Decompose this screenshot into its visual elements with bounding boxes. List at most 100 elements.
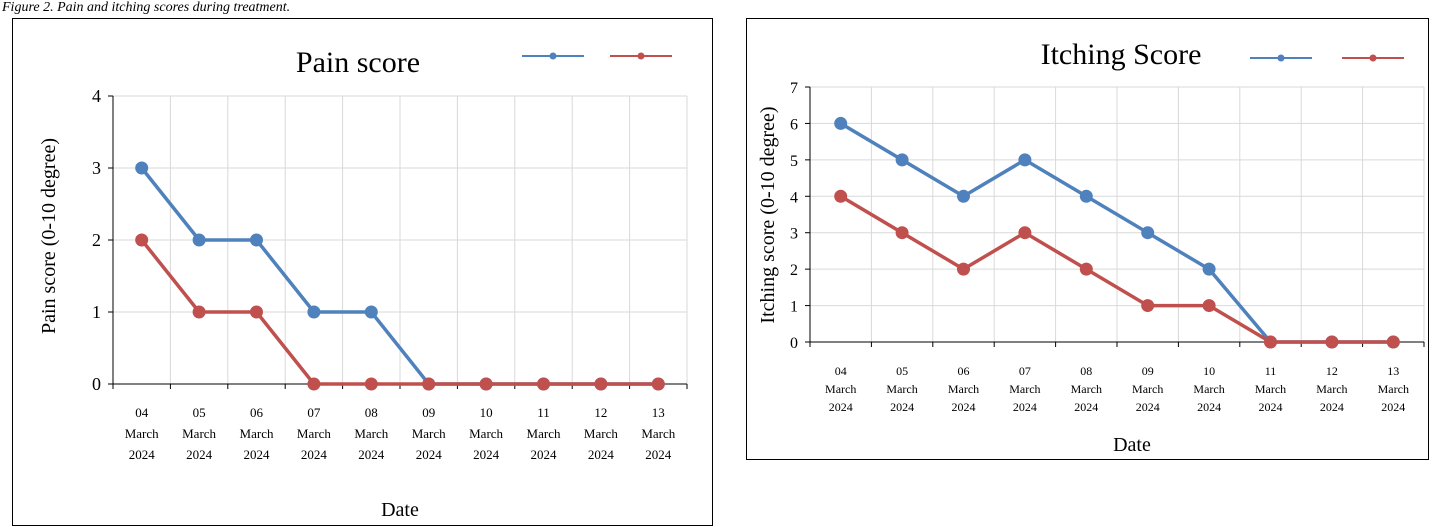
itch-series-2-point: [1141, 299, 1155, 313]
pain-x-tick-label: 2024: [416, 447, 443, 462]
itch-series-1-point: [1018, 153, 1032, 167]
itch-y-tick-label: 7: [790, 80, 798, 97]
itch-x-tick-label: 2024: [952, 400, 976, 414]
itch-series-2-point: [1079, 262, 1093, 276]
itch-x-tick-label: 07: [1019, 364, 1031, 378]
itch-x-tick-label: 09: [1142, 364, 1154, 378]
itch-x-tick-label: 2024: [1074, 400, 1098, 414]
itch-x-tick-label: 2024: [1197, 400, 1221, 414]
itch-y-tick-label: 3: [790, 226, 798, 243]
itch-x-tick-label: 12: [1326, 364, 1338, 378]
itch-x-tick-label: March: [1193, 382, 1224, 396]
itch-y-tick-label: 2: [790, 262, 798, 279]
itch-x-tick-label: 06: [958, 364, 970, 378]
itch-x-tick-label: 08: [1080, 364, 1092, 378]
pain-y-tick-label: 1: [92, 302, 101, 322]
itch-x-tick-label: 2024: [1136, 400, 1160, 414]
pain-series-2-point: [594, 377, 608, 391]
pain-series-1-point: [192, 233, 206, 247]
itch-x-tick-label: 2024: [1259, 400, 1283, 414]
pain-series-2-point: [192, 305, 206, 319]
itch-x-tick-label: 11: [1265, 364, 1277, 378]
itch-series-2-line: [839, 194, 1394, 344]
pain-x-tick-label: 2024: [244, 447, 271, 462]
itch-series-1-point: [834, 116, 848, 130]
itch-legend-marker-1: [1277, 54, 1285, 62]
pain-legend-marker-2: [637, 52, 645, 60]
pain-series-1-point: [307, 305, 321, 319]
itch-y-tick-label: 6: [790, 116, 798, 133]
pain-series-2-point: [135, 233, 149, 247]
pain-x-tick-label: March: [641, 426, 675, 441]
itch-x-tick-label: 2024: [829, 400, 853, 414]
pain-x-tick-label: 07: [307, 405, 321, 420]
itch-x-tick-label: 05: [896, 364, 908, 378]
itch-series-1-point: [1202, 262, 1216, 276]
pain-series-2-point: [250, 305, 263, 319]
pain-series-2-point: [364, 377, 378, 391]
itch-series-2-point: [895, 226, 909, 240]
pain-x-tick-label: March: [527, 426, 561, 441]
pain-x-tick-label: 12: [594, 405, 607, 420]
pain-title: Pain score: [296, 46, 420, 79]
pain-x-tick-label: March: [469, 426, 503, 441]
pain-x-tick-label: 2024: [531, 447, 558, 462]
pain-series-2-line: [140, 238, 659, 386]
pain-x-tick-label: 2024: [129, 447, 156, 462]
pain-x-axis-title: Date: [381, 499, 419, 521]
itching-score-chart-svg: 0123456704March202405March202406March202…: [757, 38, 1425, 456]
itch-y-tick-label: 4: [790, 189, 798, 206]
itch-x-tick-label: March: [948, 382, 979, 396]
itch-series-1-point: [1079, 189, 1093, 203]
pain-y-tick-label: 3: [92, 158, 101, 178]
pain-x-tick-label: March: [584, 426, 618, 441]
itch-series-1-point: [957, 189, 970, 203]
pain-series-2-point: [422, 377, 436, 391]
itch-series-2-point: [957, 262, 970, 276]
itch-x-tick-label: March: [1132, 382, 1163, 396]
itch-y-tick-label: 5: [790, 153, 798, 170]
itch-x-tick-label: 2024: [1013, 400, 1037, 414]
pain-x-tick-label: March: [354, 426, 388, 441]
itch-series-1-point: [895, 153, 909, 167]
itch-title: Itching Score: [1041, 38, 1202, 71]
itch-x-tick-label: 2024: [1381, 400, 1405, 414]
pain-x-tick-label: 2024: [645, 447, 672, 462]
itch-x-tick-label: March: [1378, 382, 1409, 396]
pain-x-tick-label: 08: [365, 405, 378, 420]
pain-x-tick-label: 04: [135, 405, 149, 420]
pain-y-axis-title: Pain score (0-10 degree): [38, 138, 60, 334]
pain-series-2-point: [537, 377, 550, 391]
pain-x-tick-label: March: [240, 426, 274, 441]
pain-x-tick-label: March: [297, 426, 331, 441]
itch-series-1-point: [1141, 226, 1155, 240]
pain-series-2-point: [307, 377, 321, 391]
pain-x-tick-label: 2024: [186, 447, 213, 462]
itch-x-tick-label: 04: [835, 364, 847, 378]
pain-x-tick-label: 11: [537, 405, 550, 420]
pain-x-tick-label: 10: [480, 405, 493, 420]
itch-y-tick-label: 1: [790, 299, 798, 316]
itch-legend-marker-2: [1369, 54, 1377, 62]
pain-series-1-point: [250, 233, 263, 247]
pain-series-1-point: [364, 305, 378, 319]
pain-x-tick-label: March: [182, 426, 216, 441]
pain-x-tick-label: March: [125, 426, 159, 441]
itch-x-tick-label: 13: [1387, 364, 1399, 378]
pain-x-tick-label: March: [412, 426, 446, 441]
pain-y-tick-label: 2: [92, 230, 101, 250]
pain-x-tick-label: 05: [193, 405, 206, 420]
pain-series-2-point: [479, 377, 493, 391]
itch-x-tick-label: 10: [1203, 364, 1215, 378]
itch-x-tick-label: March: [886, 382, 917, 396]
itch-y-axis-title: Itching score (0-10 degree): [757, 106, 779, 323]
itch-series-2-point: [1202, 299, 1216, 313]
pain-x-tick-label: 06: [250, 405, 264, 420]
pain-x-tick-label: 2024: [358, 447, 385, 462]
itch-series-2-point: [1325, 335, 1339, 349]
itch-x-tick-label: 2024: [890, 400, 914, 414]
pain-series-1-point: [135, 161, 149, 175]
pain-legend-marker-1: [549, 52, 557, 60]
itch-x-axis-title: Date: [1113, 434, 1151, 456]
pain-x-tick-label: 2024: [588, 447, 615, 462]
